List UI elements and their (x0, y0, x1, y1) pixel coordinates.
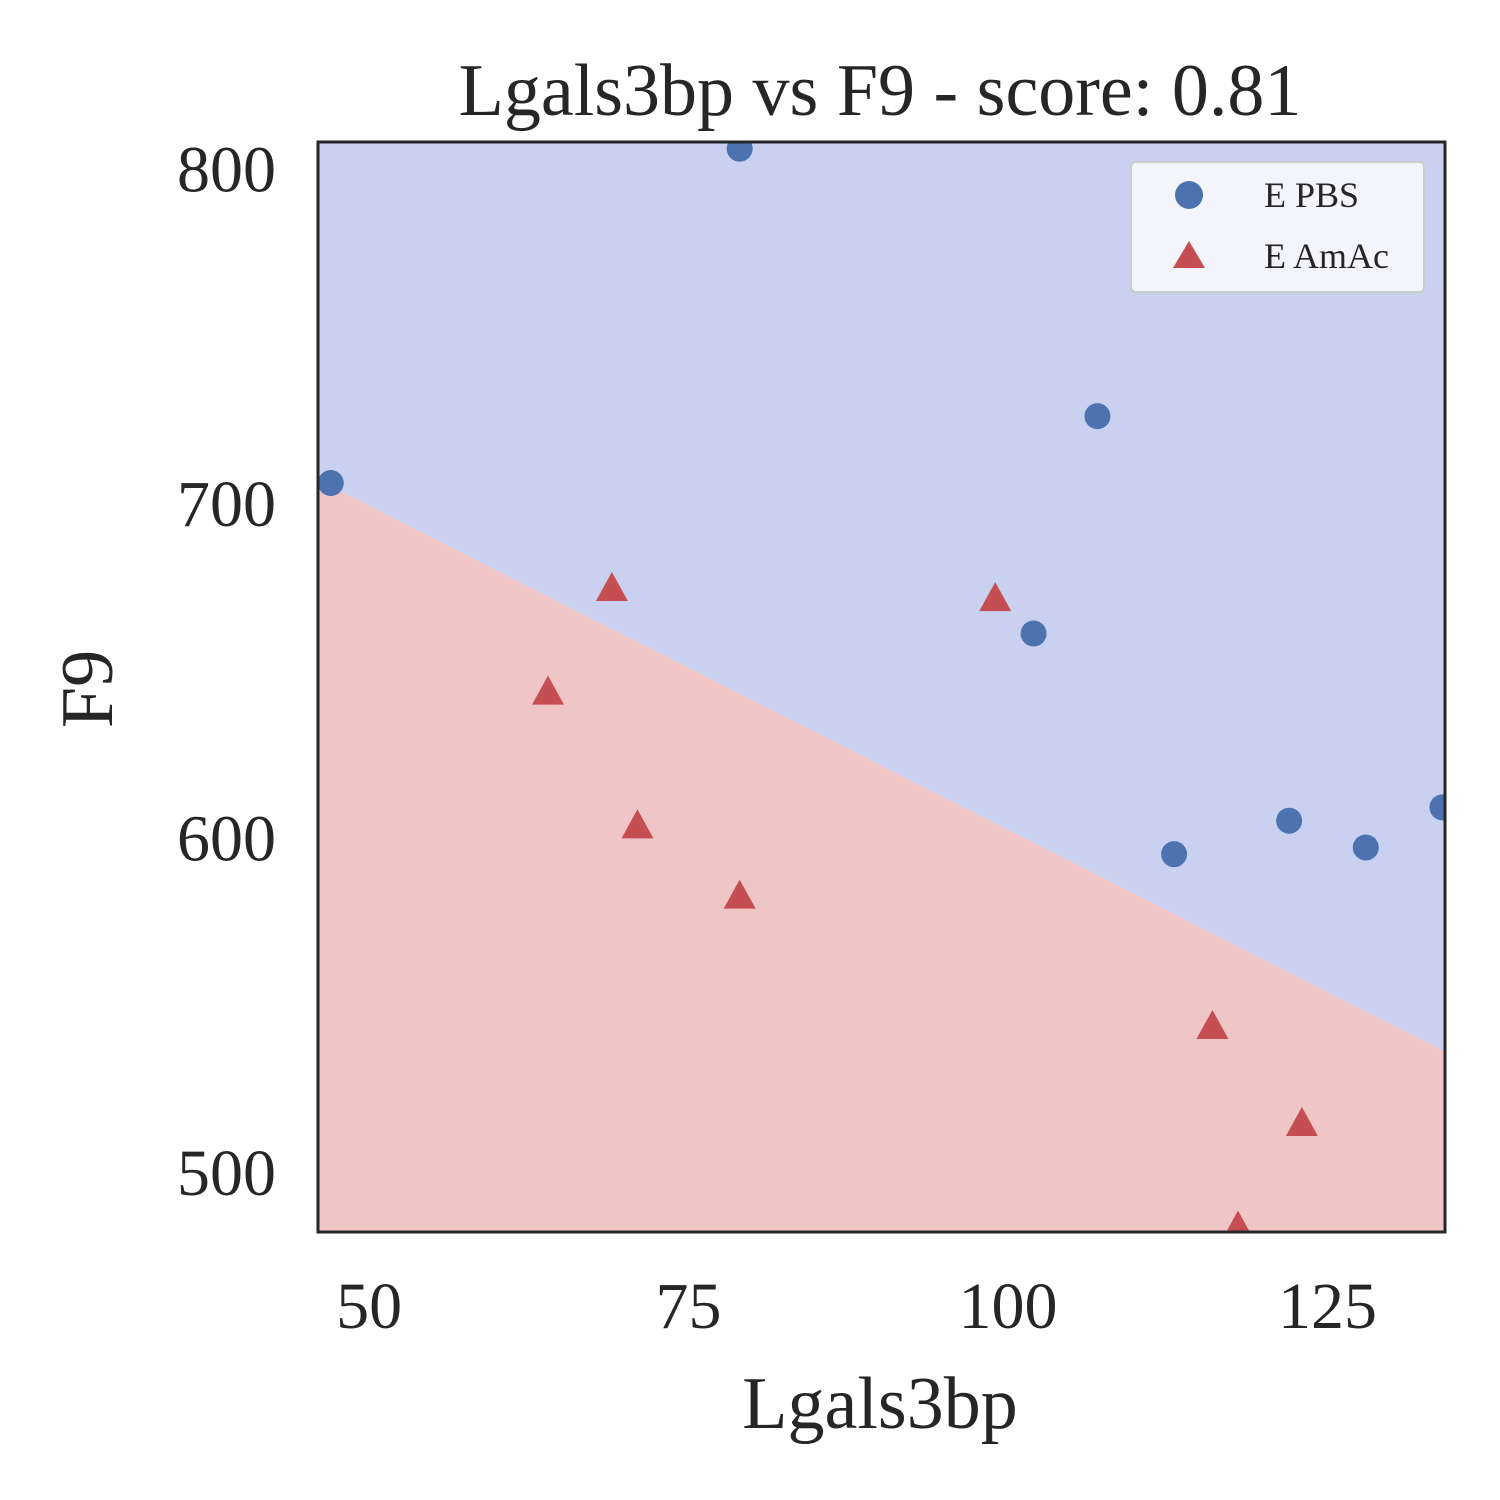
y-axis-ticks: 500 600 700 800 (177, 134, 276, 1210)
y-tick-label: 600 (177, 802, 276, 875)
x-tick-label: 100 (959, 1270, 1058, 1343)
y-tick-label: 800 (177, 134, 276, 207)
legend-box (1130, 161, 1425, 293)
data-point-e-pbs (1020, 620, 1047, 647)
data-points (318, 142, 1445, 1232)
y-tick-label: 700 (177, 468, 276, 541)
legend-marker-e-pbs (1175, 181, 1203, 209)
x-tick-label: 125 (1278, 1270, 1377, 1343)
plot-frame (316, 140, 1447, 1234)
data-point-e-pbs (318, 470, 344, 497)
data-point-e-amac (1196, 1010, 1229, 1040)
data-point-e-amac (532, 675, 564, 705)
data-point-e-amac (595, 572, 628, 602)
legend-label-e-amac: E AmAc (1264, 236, 1389, 276)
data-point-e-pbs (1084, 403, 1111, 430)
data-point-e-pbs (1276, 807, 1303, 834)
data-point-e-amac (1285, 1107, 1318, 1137)
data-point-e-pbs (1161, 841, 1188, 868)
data-point-e-amac (723, 879, 756, 909)
x-tick-label: 75 (656, 1270, 722, 1343)
data-point-e-pbs (726, 142, 753, 162)
region-e-amac (318, 479, 1445, 1232)
y-axis-label: F9 (47, 650, 129, 728)
chart-title: Lgals3bp vs F9 - score: 0.81 (459, 50, 1302, 132)
x-axis-ticks: 50 75 100 125 (336, 1270, 1377, 1343)
decision-regions (318, 142, 1445, 1232)
region-e-pbs (318, 142, 1445, 1052)
y-tick-label: 500 (177, 1137, 276, 1210)
data-point-e-pbs (1429, 794, 1445, 821)
legend-marker-e-amac (1173, 241, 1205, 268)
legend-label-e-pbs: E PBS (1264, 175, 1359, 215)
data-point-e-amac (1226, 1210, 1250, 1232)
data-point-e-amac (979, 582, 1012, 612)
legend: E PBS E AmAc (1130, 161, 1425, 293)
x-axis-label: Lgals3bp (742, 1363, 1017, 1445)
data-point-e-amac (621, 809, 654, 839)
data-point-e-pbs (1352, 834, 1379, 861)
x-tick-label: 50 (336, 1270, 402, 1343)
